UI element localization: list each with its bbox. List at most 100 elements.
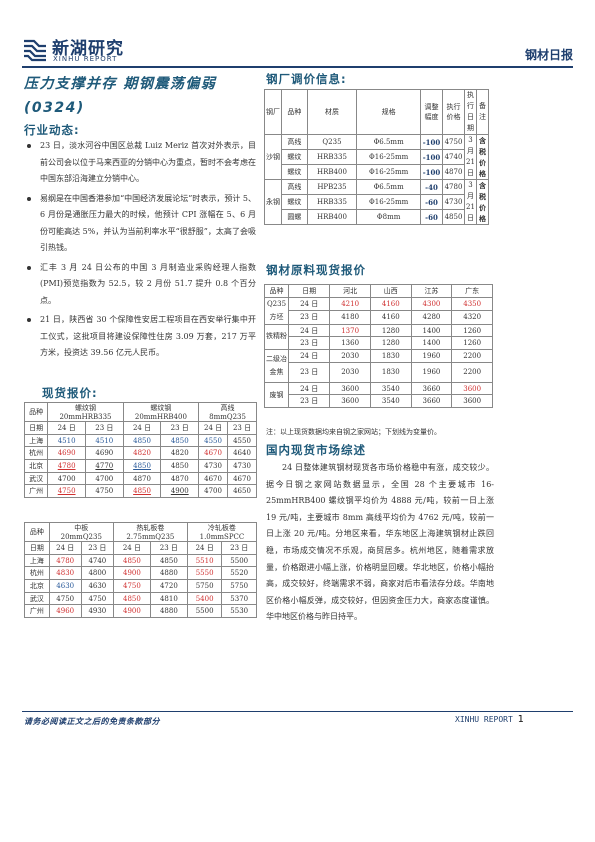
footer-brand: XINHU REPORT 1 (455, 714, 524, 725)
price-cell: 3600 (329, 394, 371, 409)
price-cell: 4280 (410, 310, 453, 325)
price-cell: 1960 (410, 349, 453, 363)
date-cell: 24 日 (122, 421, 162, 435)
price-cell: 4210 (329, 296, 371, 312)
price-cell: 4730 (227, 459, 257, 473)
price-cell: 4780 (442, 179, 465, 195)
date-cell: 24 日 (47, 421, 86, 435)
date-cell: 23 日 (227, 421, 257, 435)
xinhu-wave-icon (24, 39, 46, 62)
price-cell: 4630 (48, 579, 82, 593)
price-cell: 4930 (80, 604, 114, 619)
table-row: 螺纹 HRB335 Φ16-25mm -60 4730 (265, 194, 489, 210)
product-header: 螺纹钢 20mmHRB400 (122, 402, 200, 422)
price-cell: 1960 (410, 361, 453, 383)
material-cell: 铁精粉 (264, 323, 289, 351)
change-cell: -100 (420, 149, 443, 165)
city-cell: 上海 (24, 553, 50, 568)
spec-cell: Φ16-25mm (356, 164, 421, 180)
city-cell: 上海 (23, 433, 49, 448)
industry-news-title: 行业动态: (24, 123, 80, 137)
product-cell: 螺纹 (281, 194, 308, 210)
spot-price-table-rebar: 品种 螺纹钢 20mmHRB335 螺纹钢 20mmHRB400 高线 8mmQ235… (23, 402, 257, 499)
table-row: 23 日 3600 3540 3660 3600 (265, 394, 493, 409)
price-cell: 4780 (47, 459, 86, 473)
city-cell: 广州 (24, 604, 50, 619)
price-cell: 4670 (198, 446, 229, 461)
date-cell: 23 日 (287, 336, 331, 351)
product-cell: 高线 (281, 134, 308, 150)
price-cell: 4690 (84, 446, 124, 461)
xinhu-logo: 新湖研究 XINHU REPORT (22, 34, 132, 66)
price-cell: 3600 (451, 394, 493, 409)
price-cell: 5530 (221, 604, 257, 619)
grade-cell: HRB400 (306, 209, 358, 225)
price-cell: 4870 (442, 164, 465, 180)
logo-english: XINHU REPORT (53, 55, 118, 63)
table-row: 北京 4780 4770 4850 4850 4730 4730 (23, 459, 257, 473)
table-row: 23 日 4180 4160 4280 4320 (265, 310, 493, 325)
table-corner: 品种 (24, 522, 50, 542)
grade-cell: HRB400 (306, 164, 358, 180)
product-header: 热轧板卷 2.75mmQ235 (112, 522, 188, 542)
price-cell: 4670 (227, 471, 257, 486)
date-cell: 23 日 (287, 310, 331, 325)
price-cell: 5400 (186, 591, 223, 606)
price-cell: 3540 (369, 394, 412, 409)
logo-chinese: 新湖研究 (52, 39, 124, 59)
price-cell: 4750 (47, 484, 86, 499)
price-cell: 4160 (369, 296, 412, 312)
footer-brand-text: XINHU REPORT (455, 715, 513, 724)
table-row: 北京 4630 4630 4750 4720 5750 5750 (24, 579, 257, 593)
product-header: 高线 8mmQ235 (198, 402, 257, 422)
disclaimer-note: 请务必阅读正文之后的免责条款部分 (24, 717, 160, 726)
remark-cell: 含税价格 (476, 179, 489, 225)
header-cell: 日期 (287, 284, 331, 298)
price-cell: 4550 (227, 433, 257, 448)
price-cell: 4740 (442, 149, 465, 165)
spec-cell: Φ16-25mm (356, 149, 421, 165)
price-cell: 3600 (451, 381, 493, 396)
table-row: 上海 4510 4510 4850 4850 4550 4550 (23, 433, 257, 448)
raw-material-title: 钢材原料现货报价 (266, 263, 366, 277)
table-row: 铁精粉 24 日 1370 1280 1400 1260 (264, 323, 493, 351)
headline-main: 压力支撑并存 期钢震荡偏弱 (24, 76, 217, 92)
price-cell: 3600 (329, 381, 371, 396)
remark-cell: 含税价格 (476, 134, 489, 180)
grade-cell: Q235 (306, 134, 358, 150)
material-cell: Q235方坯 (264, 296, 289, 325)
price-cell: 4870 (160, 471, 200, 486)
date-cell: 23 日 (80, 541, 114, 555)
price-cell: 4820 (122, 446, 162, 461)
header-cell: 广东 (451, 284, 493, 298)
footer-divider (22, 711, 573, 712)
price-cell: 1260 (451, 336, 493, 351)
price-cell: 4750 (48, 591, 82, 606)
date-cell: 24 日 (287, 381, 331, 396)
price-cell: 4810 (149, 591, 188, 606)
date-cell: 3月21日 (464, 179, 477, 225)
city-cell: 武汉 (24, 591, 50, 606)
raw-material-table: 品种 日期 河北 山西 江苏 广东 Q235方坯 24 日 4210 4160 … (264, 284, 493, 409)
price-cell: 2030 (329, 349, 371, 363)
header-cell: 执行日期 (464, 89, 477, 135)
product-header: 中板 20mmQ235 (48, 522, 114, 542)
price-cell: 4880 (149, 604, 188, 619)
table-row: 二级冶金焦 24 日 2030 1830 1960 2200 (264, 349, 493, 383)
price-cell: 5750 (221, 579, 257, 593)
news-item: 23 日，淡水河谷中国区总裁 Luiz Meriz 首次对外表示，目前公司会以位… (24, 138, 256, 188)
price-cell: 4510 (47, 433, 86, 448)
header-cell: 调整幅度 (420, 89, 443, 135)
spot-price-table-plate: 品种 中板 20mmQ235 热轧板卷 2.75mmQ235 冷轧板卷 1.0mmSP… (24, 522, 258, 619)
price-cell: 4640 (227, 446, 257, 461)
header-cell: 河北 (329, 284, 371, 298)
table-corner: 品种 (23, 402, 49, 422)
headline: 压力支撑并存 期钢震荡偏弱 (0324) (24, 72, 254, 120)
price-cell: 4960 (48, 604, 82, 619)
price-cell: 4730 (198, 459, 229, 473)
date-cell: 23 日 (160, 421, 200, 435)
price-cell: 4850 (442, 209, 465, 225)
news-item: 汇丰 3 月 24 日公布的中国 3 月制造业采购经理人指数(PMI)预览指数为… (24, 260, 256, 310)
spec-cell: Φ16-25mm (356, 194, 421, 210)
price-cell: 5750 (186, 579, 223, 593)
